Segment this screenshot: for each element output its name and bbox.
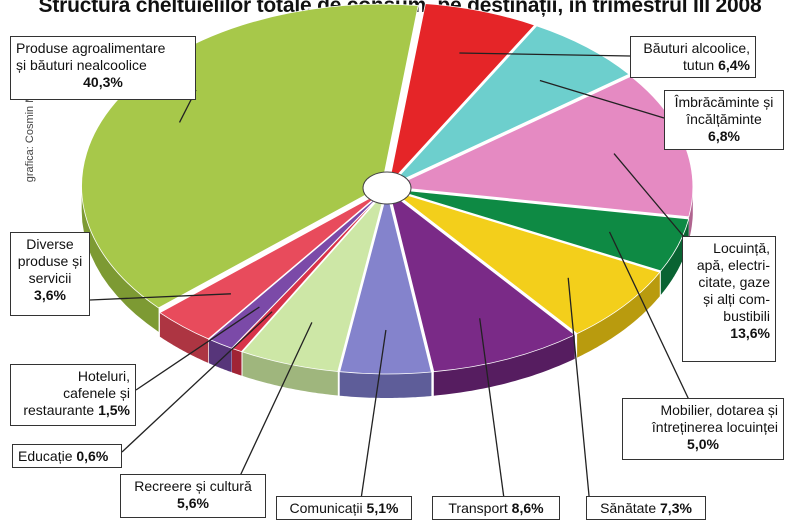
leader-line-diverse-produse-si-servicii [89, 293, 231, 301]
label-mob-value: 5,0% [687, 436, 719, 452]
slice-side-produse-agroalimentare-si-bauturi-nealcoolice [81, 187, 159, 332]
label-loc-line4: și alți com- [703, 291, 770, 307]
label-san-line1: Sănătate [600, 500, 657, 516]
slice-side-comunicatii [339, 371, 432, 398]
label-transport: Transport 8,6% [432, 496, 560, 520]
label-hoteluri: Hoteluri, cafenele și restaurante 1,5% [10, 364, 136, 426]
label-mobilier: Mobilier, dotarea și întreținerea locuin… [622, 398, 784, 460]
label-loc-line2: apă, electri- [696, 257, 770, 273]
slice-diverse-produse-si-servicii [159, 190, 384, 340]
label-educatie: Educație 0,6% [12, 444, 122, 468]
label-div-line3: servicii [28, 270, 72, 286]
label-rec-value: 5,6% [177, 495, 209, 511]
leader-line-recreere-si-cultura [239, 322, 313, 477]
leader-line-comunicatii [359, 329, 387, 506]
label-hot-line2: cafenele și [63, 385, 130, 401]
label-sanatate: Sănătate 7,3% [586, 496, 706, 520]
label-loc-line1: Locuință, [713, 240, 770, 256]
label-imbr-value: 6,8% [708, 128, 740, 144]
slice-side-hoteluri-cafenele-si-restaurante [209, 339, 232, 373]
label-imbr-line2: încălțăminte [686, 111, 762, 127]
label-div-line1: Diverse [26, 236, 74, 252]
label-agroalimentare: Produse agroalimentare și băuturi nealco… [10, 36, 196, 100]
slice-recreere-si-cultura [241, 191, 386, 372]
slice-side-diverse-produse-si-servicii [159, 312, 209, 363]
label-agro-line2: și băuturi nealcoolice [16, 57, 147, 73]
label-edu-value: 0,6% [76, 448, 109, 464]
leader-line-sanatate [567, 277, 591, 506]
label-imbr-line1: Îmbrăcăminte și [674, 94, 774, 110]
label-recreere: Recreere și cultură 5,6% [120, 474, 266, 518]
label-san-value: 7,3% [660, 500, 692, 516]
slice-hoteluri-cafenele-si-restaurante [208, 191, 384, 349]
leader-line-bauturi-alcoolice-tutun [459, 52, 631, 57]
slice-side-recreere-si-cultura [242, 351, 338, 396]
leader-line-transport [479, 318, 506, 506]
label-hot-line3: restaurante [23, 402, 95, 418]
label-locuinta: Locuință, apă, electri- citate, gaze și … [682, 236, 776, 362]
slice-transport [388, 190, 576, 373]
label-edu-line1: Educație [18, 448, 73, 464]
slice-comunicatii [339, 191, 432, 375]
label-agro-line1: Produse agroalimentare [16, 40, 166, 56]
leader-line-hoteluri-cafenele-si-restaurante [135, 306, 260, 391]
leader-line-imbracaminte-si-incaltaminte [539, 79, 665, 119]
label-comunicatii: Comunicații 5,1% [276, 496, 412, 520]
slice-imbracaminte-si-incaltaminte [390, 25, 630, 186]
label-alcool-line2: tutun [683, 57, 715, 73]
label-com-line1: Comunicații [289, 500, 363, 516]
label-loc-line5: bustibili [723, 308, 770, 324]
label-alcool-line1: Băuturi alcoolice, [643, 40, 750, 56]
label-tra-line1: Transport [448, 500, 508, 516]
slice-side-transport [433, 334, 575, 396]
slice-sanatate [391, 190, 661, 335]
slice-bauturi-alcoolice-tutun [388, 3, 536, 186]
label-agro-value: 40,3% [83, 74, 123, 90]
slice-side-locuinta-apa-electricitate-gaze-si-alti-combustibili [688, 183, 693, 241]
label-div-line2: produse și [17, 253, 83, 269]
label-com-value: 5,1% [366, 500, 399, 516]
label-alcool-value: 6,4% [718, 57, 750, 73]
leader-lines [89, 52, 691, 506]
label-loc-value: 13,6% [730, 325, 770, 341]
slice-side-mobilier-dotarea-si-intretinerea-locuintei [660, 219, 689, 295]
label-imbracaminte: Îmbrăcăminte și încălțăminte 6,8% [664, 90, 784, 150]
label-diverse: Diverse produse și servicii 3,6% [10, 232, 90, 316]
pie-center-hole [362, 171, 412, 205]
slice-side-educatie [232, 348, 242, 376]
label-bauturi-alcoolice: Băuturi alcoolice, tutun 6,4% [630, 36, 756, 78]
label-loc-line3: citate, gaze [698, 274, 770, 290]
label-rec-line1: Recreere și cultură [134, 478, 252, 494]
slice-mobilier-dotarea-si-intretinerea-locuintei [392, 188, 690, 272]
label-hot-line1: Hoteluri, [77, 368, 130, 384]
label-mob-line2: întreținerea locuinței [651, 419, 778, 435]
label-div-value: 3,6% [34, 287, 66, 303]
leader-line-mobilier-dotarea-si-intretinerea-locuintei [608, 231, 691, 403]
label-hot-value: 1,5% [98, 402, 130, 418]
leader-line-educatie [121, 311, 273, 453]
label-mob-line1: Mobilier, dotarea și [660, 402, 778, 418]
leader-line-locuinta-apa-electricitate-gaze-si-alti-combustibili [613, 153, 691, 245]
label-tra-value: 8,6% [511, 500, 544, 516]
